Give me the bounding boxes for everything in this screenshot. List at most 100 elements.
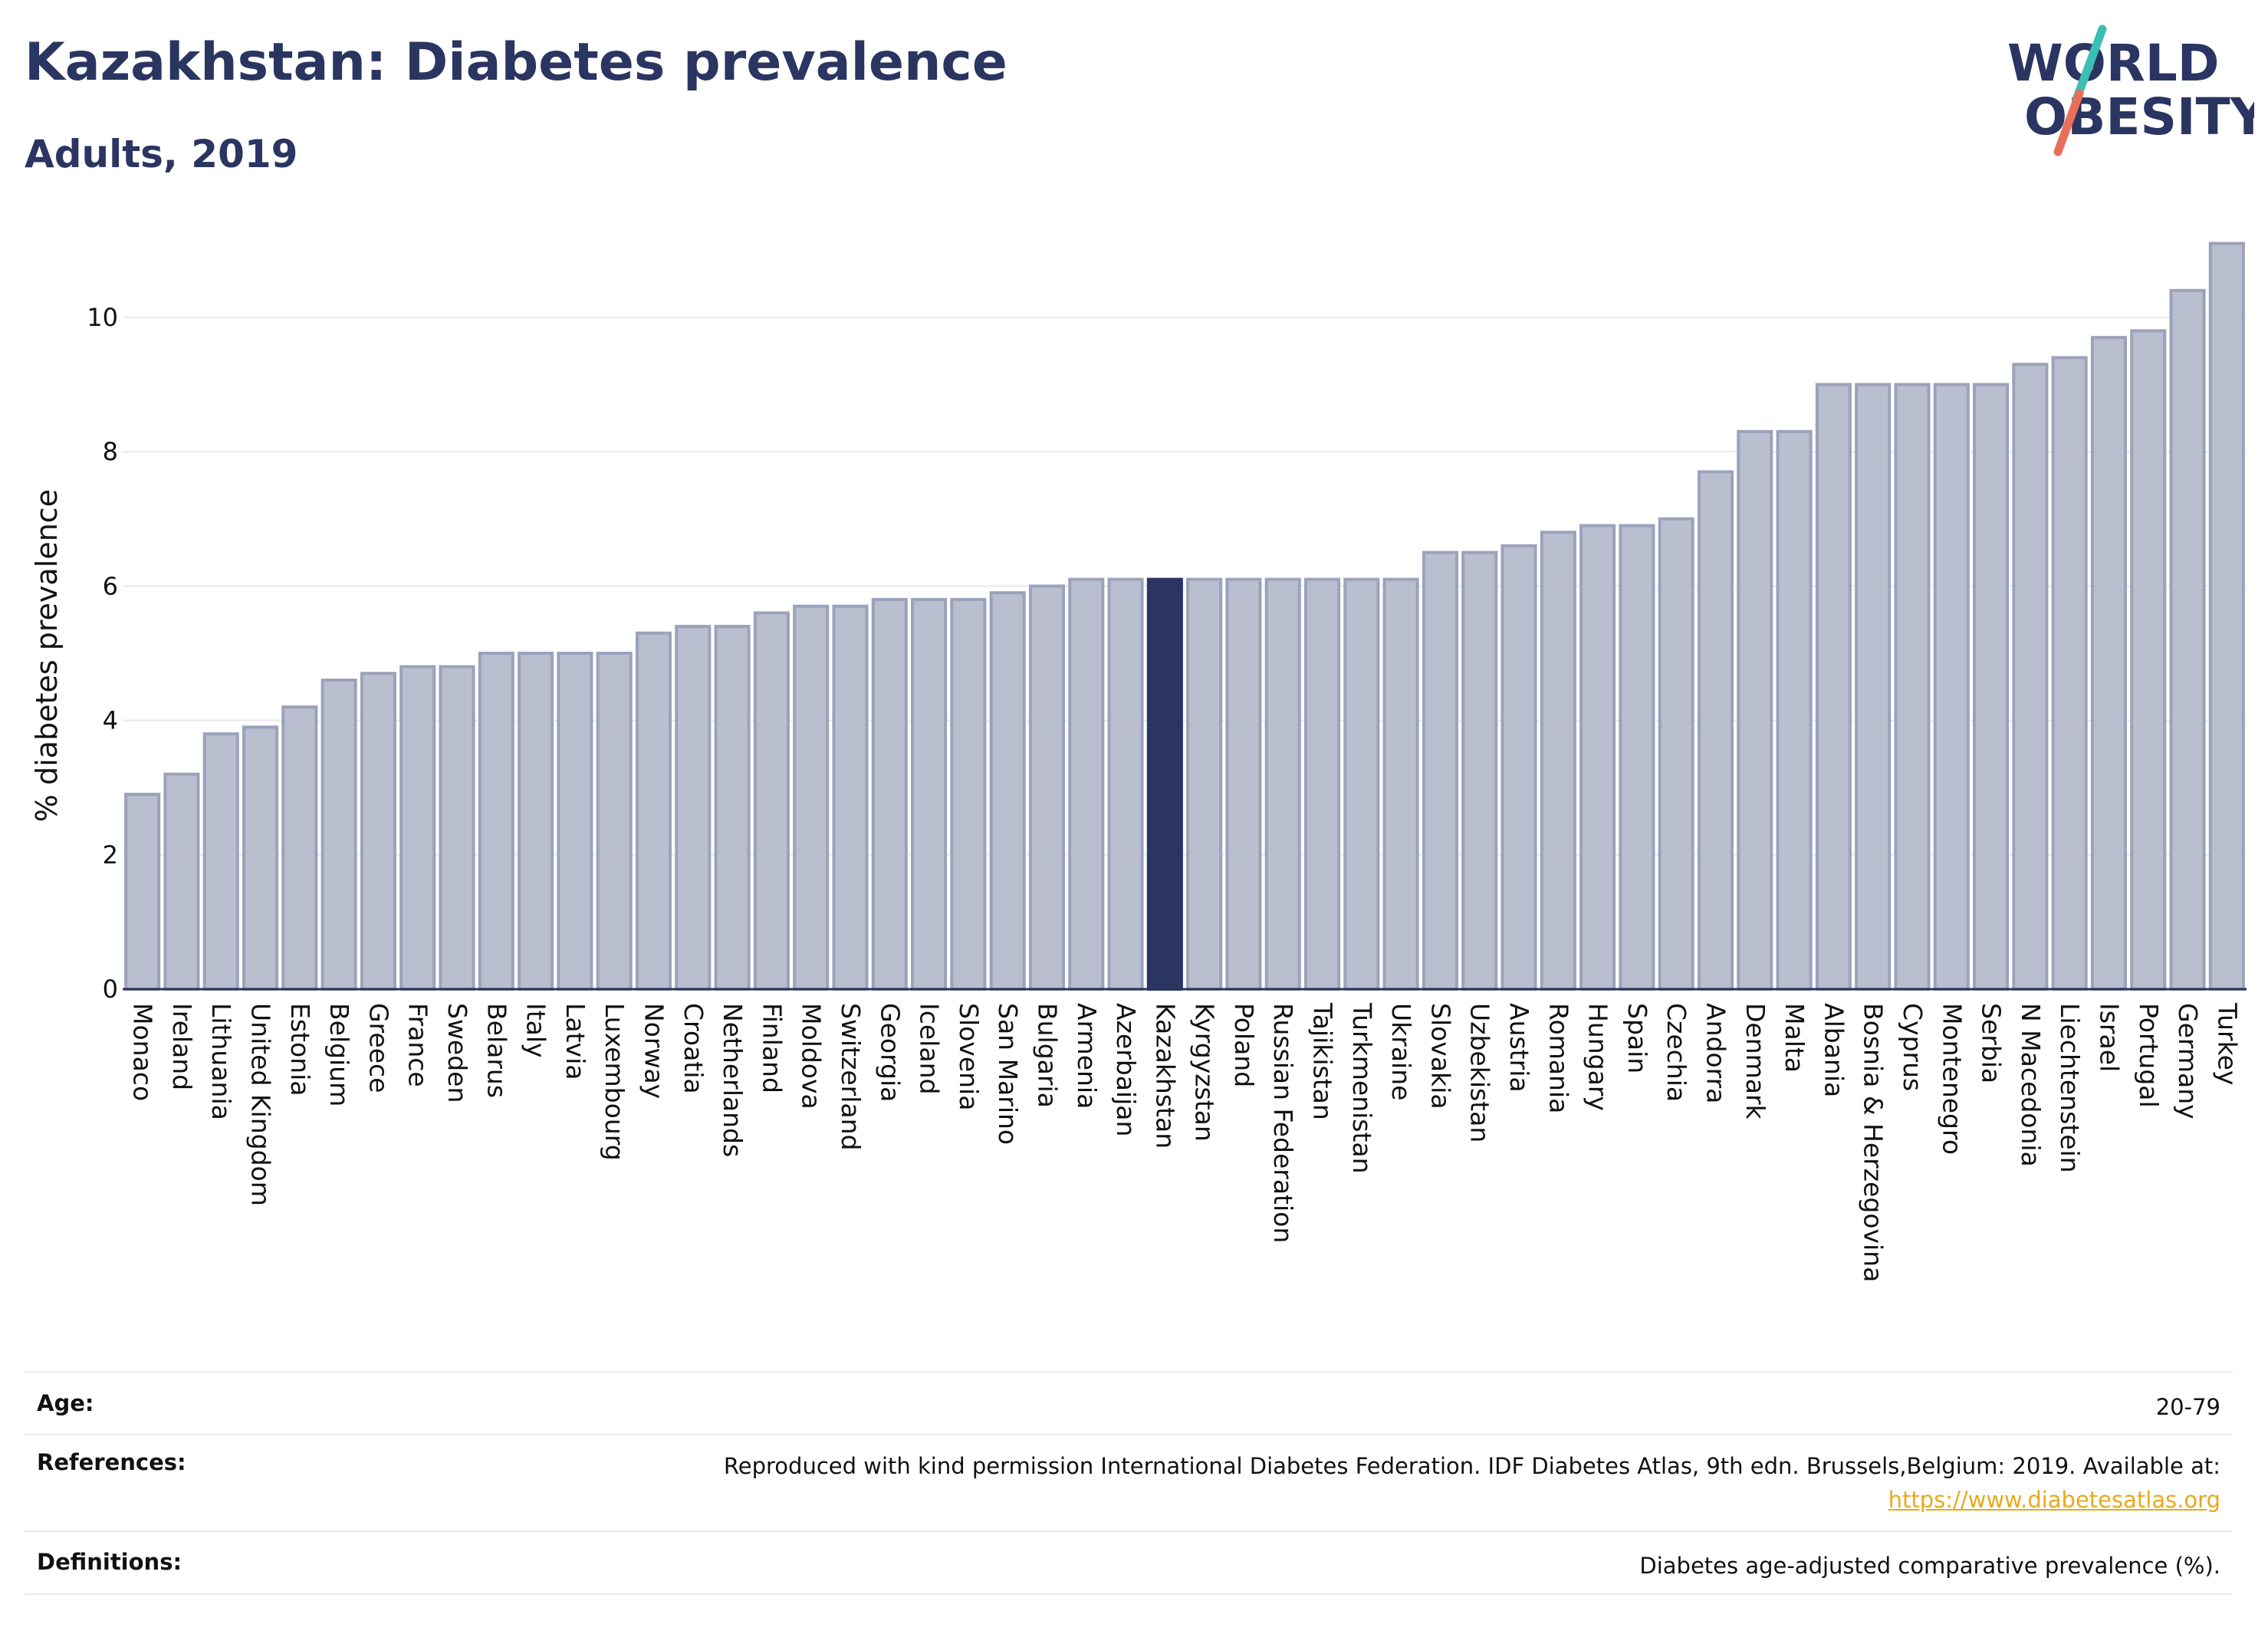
bar [1815,383,1852,991]
x-category-label: Greece [363,1003,393,1093]
x-category-label: Estonia [285,1003,315,1096]
x-category-label: Iceland [915,1003,945,1094]
bar [1343,577,1380,991]
bar [1697,470,1734,991]
bar [1382,577,1419,991]
x-category-label: Turkmenistan [1347,1002,1377,1174]
bar [596,651,633,991]
x-category-label: Belarus [482,1003,511,1098]
bar [1500,544,1537,991]
y-tick-label: 4 [103,706,118,735]
x-category-label: Netherlands [718,1003,748,1157]
x-category-label: Ireland [167,1003,197,1090]
bar [753,611,790,991]
x-category-label: Luxembourg [600,1003,629,1161]
info-row-references: References: Reproduced with kind permiss… [25,1434,2233,1530]
info-key-age: Age: [37,1390,94,1416]
x-category-label: Monaco [128,1003,158,1101]
chart-subtitle: Adults, 2019 [25,132,298,176]
info-row-age: Age: 20-79 [25,1371,2233,1434]
x-category-label: Denmark [1740,1003,1770,1120]
bar-highlighted [1146,577,1183,991]
world-obesity-logo: WORLD OBESITY [2007,25,2254,156]
x-category-label: Germany [2173,1003,2203,1119]
y-tick-label: 0 [103,975,118,1004]
logo-slash-coral [2053,89,2084,156]
bar-chart: 0 2 4 6 8 10 % diabetes prevalence Monaco Irela… [30,242,2247,1282]
bars [124,242,2245,991]
bar [163,772,200,991]
logo-line-1: WORLD [2007,34,2220,93]
bar [439,665,475,991]
x-category-label: Hungary [1583,1003,1613,1111]
x-category-label: Albania [1819,1003,1849,1097]
x-category-label: Bosnia & Herzegovina [1859,1003,1888,1282]
x-category-label: Switzerland [836,1003,866,1151]
x-category-label: Kyrgyzstan [1190,1003,1220,1142]
x-category-label: Turkey [2212,1002,2242,1085]
x-category-label: Czechia [1662,1003,1691,1102]
bar [1619,524,1655,991]
x-category-label: Spain [1622,1003,1652,1073]
x-category-label: Georgia [875,1003,905,1102]
category-labels: Monaco Ireland Lithuania United Kingdom Esto… [128,1002,2243,1282]
x-category-label: Romania [1543,1003,1573,1113]
x-category-label: Montenegro [1937,1003,1967,1155]
bar [557,651,593,991]
references-link[interactable]: https://www.diabetesatlas.org [1888,1487,2220,1513]
logo-slash-teal [2072,25,2107,104]
gridlines [123,316,2247,856]
bar [832,604,869,991]
info-value-definitions: Diabetes age-adjusted comparative preval… [1639,1553,2220,1579]
bar [911,597,948,991]
bar [124,792,161,991]
references-text: Reproduced with kind permission Internat… [723,1453,2220,1479]
x-category-label: Ukraine [1386,1003,1416,1100]
bar [1107,577,1144,991]
x-category-label: Tajikistan [1308,1002,1338,1120]
x-category-label: Italy [521,1003,551,1058]
x-category-label: Finland [757,1003,787,1093]
x-category-label: Lithuania [206,1003,236,1120]
x-category-label: Serbia [1977,1003,2007,1083]
x-category-label: Austria [1504,1003,1534,1093]
bar [1894,383,1931,991]
x-category-label: Croatia [679,1003,708,1094]
bar [1422,551,1458,991]
bar [360,672,396,991]
x-category-label: Liechtenstein [2055,1003,2085,1173]
x-category-label: Norway [639,1003,669,1099]
x-category-label: Slovenia [954,1003,984,1110]
info-key-definitions: Definitions: [37,1549,182,1575]
x-category-label: France [403,1003,433,1087]
x-category-label: Armenia [1072,1003,1102,1109]
bar [1855,383,1892,991]
x-category-label: Malta [1780,1003,1809,1073]
bar [1540,531,1576,991]
y-tick-label: 8 [103,437,118,466]
x-category-label: Portugal [2134,1003,2164,1108]
bar [793,604,830,991]
x-category-label: Belgium [324,1003,354,1106]
axes: 0 2 4 6 8 10 % diabetes prevalence [30,303,2247,1004]
bar [871,597,908,991]
bar [2051,356,2088,991]
bar [1186,577,1223,991]
info-value-references: Reproduced with kind permission Internat… [724,1449,2220,1517]
y-tick-label: 2 [103,840,118,870]
x-category-label: Bulgaria [1032,1003,1062,1108]
bar [2169,288,2206,991]
bar [2130,329,2167,991]
info-value-age: 20-79 [2155,1394,2220,1420]
bar [2090,336,2128,991]
info-table: Age: 20-79 References: Reproduced with k… [25,1371,2233,1595]
bar [950,597,987,991]
y-tick-label: 10 [87,303,118,332]
bar [1579,524,1616,991]
info-row-definitions: Definitions: Diabetes age-adjusted compa… [25,1530,2233,1595]
bar [242,725,279,991]
bar [1933,383,1970,991]
bar [1973,383,2010,991]
x-category-label: Russian Federation [1268,1003,1298,1243]
bar [1461,551,1498,991]
